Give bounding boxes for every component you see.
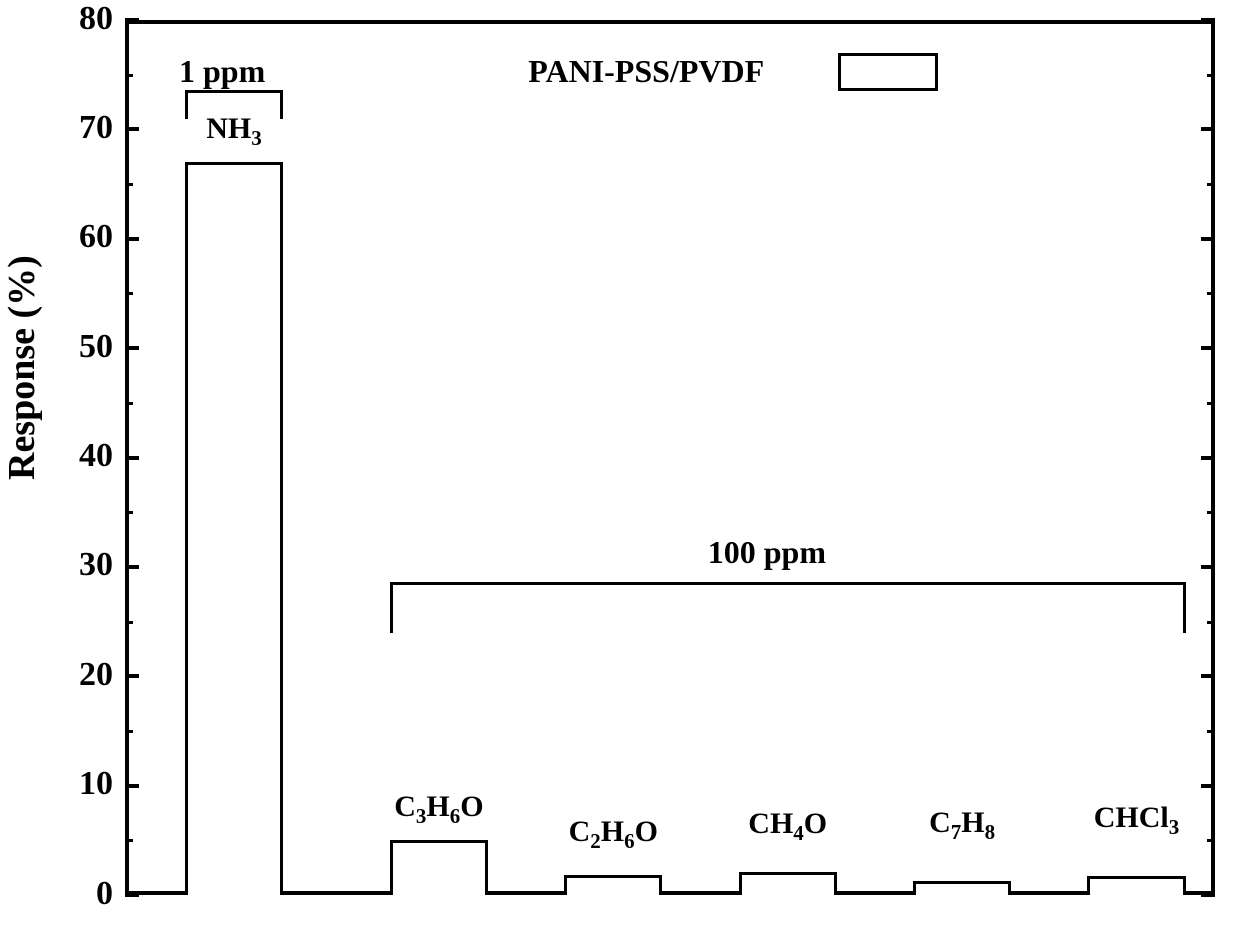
bar [913, 881, 1011, 895]
y-tick [125, 127, 139, 131]
bracket-h [390, 582, 1186, 585]
bar-label: C3H6O [359, 790, 519, 829]
y-tick-right [1201, 565, 1215, 569]
y-minor-tick [125, 511, 133, 514]
bar-label: C7H8 [882, 806, 1042, 845]
y-minor-tick-right [1207, 74, 1215, 77]
y-minor-tick-right [1207, 402, 1215, 405]
bar-label: NH3 [154, 112, 314, 151]
y-tick [125, 18, 139, 22]
y-minor-tick-right [1207, 511, 1215, 514]
y-minor-tick [125, 730, 133, 733]
y-tick [125, 237, 139, 241]
y-minor-tick [125, 621, 133, 624]
bracket-v [390, 583, 393, 633]
y-tick-right [1201, 18, 1215, 22]
y-tick-label: 50 [55, 328, 113, 366]
y-tick [125, 893, 139, 897]
y-tick-label: 80 [55, 0, 113, 38]
y-tick-label: 60 [55, 218, 113, 256]
bracket-v [185, 91, 188, 119]
y-tick-label: 20 [55, 656, 113, 694]
bar [185, 162, 283, 895]
y-tick-right [1201, 893, 1215, 897]
y-tick [125, 674, 139, 678]
bar [564, 875, 662, 895]
y-tick-label: 10 [55, 765, 113, 803]
y-minor-tick-right [1207, 730, 1215, 733]
y-tick-label: 30 [55, 546, 113, 584]
bar [1087, 876, 1185, 895]
chart-container: Response (%) 0 10 20 30 40 50 60 70 80 NH3 C3H6O C… [0, 0, 1240, 939]
y-tick-label: 40 [55, 437, 113, 475]
annotation-100ppm: 100 ppm [708, 534, 826, 571]
y-minor-tick [125, 183, 133, 186]
bracket-v [280, 91, 283, 119]
bar-label: C2H6O [533, 815, 693, 854]
y-minor-tick [125, 292, 133, 295]
y-tick-right [1201, 456, 1215, 460]
y-tick-right [1201, 237, 1215, 241]
y-tick [125, 565, 139, 569]
y-minor-tick [125, 74, 133, 77]
y-tick-right [1201, 784, 1215, 788]
y-minor-tick [125, 839, 133, 842]
y-tick-right [1201, 674, 1215, 678]
y-tick [125, 456, 139, 460]
y-tick [125, 346, 139, 350]
y-axis-label: Response (%) [0, 440, 44, 480]
annotation-1ppm: 1 ppm [179, 53, 265, 90]
bracket-v [1183, 583, 1186, 633]
y-tick [125, 784, 139, 788]
bar-label: CH4O [708, 807, 868, 846]
bracket-h [185, 90, 283, 93]
legend-swatch [838, 53, 938, 91]
bar [739, 872, 837, 895]
y-tick-right [1201, 127, 1215, 131]
y-tick-label: 0 [55, 875, 113, 913]
bar-label: CHCl3 [1057, 801, 1217, 840]
y-minor-tick-right [1207, 292, 1215, 295]
y-minor-tick [125, 402, 133, 405]
plot-area [125, 20, 1215, 895]
y-tick-label: 70 [55, 109, 113, 147]
bar [390, 840, 488, 895]
y-minor-tick-right [1207, 183, 1215, 186]
legend-label: PANI-PSS/PVDF [528, 53, 764, 90]
y-minor-tick-right [1207, 621, 1215, 624]
y-tick-right [1201, 346, 1215, 350]
